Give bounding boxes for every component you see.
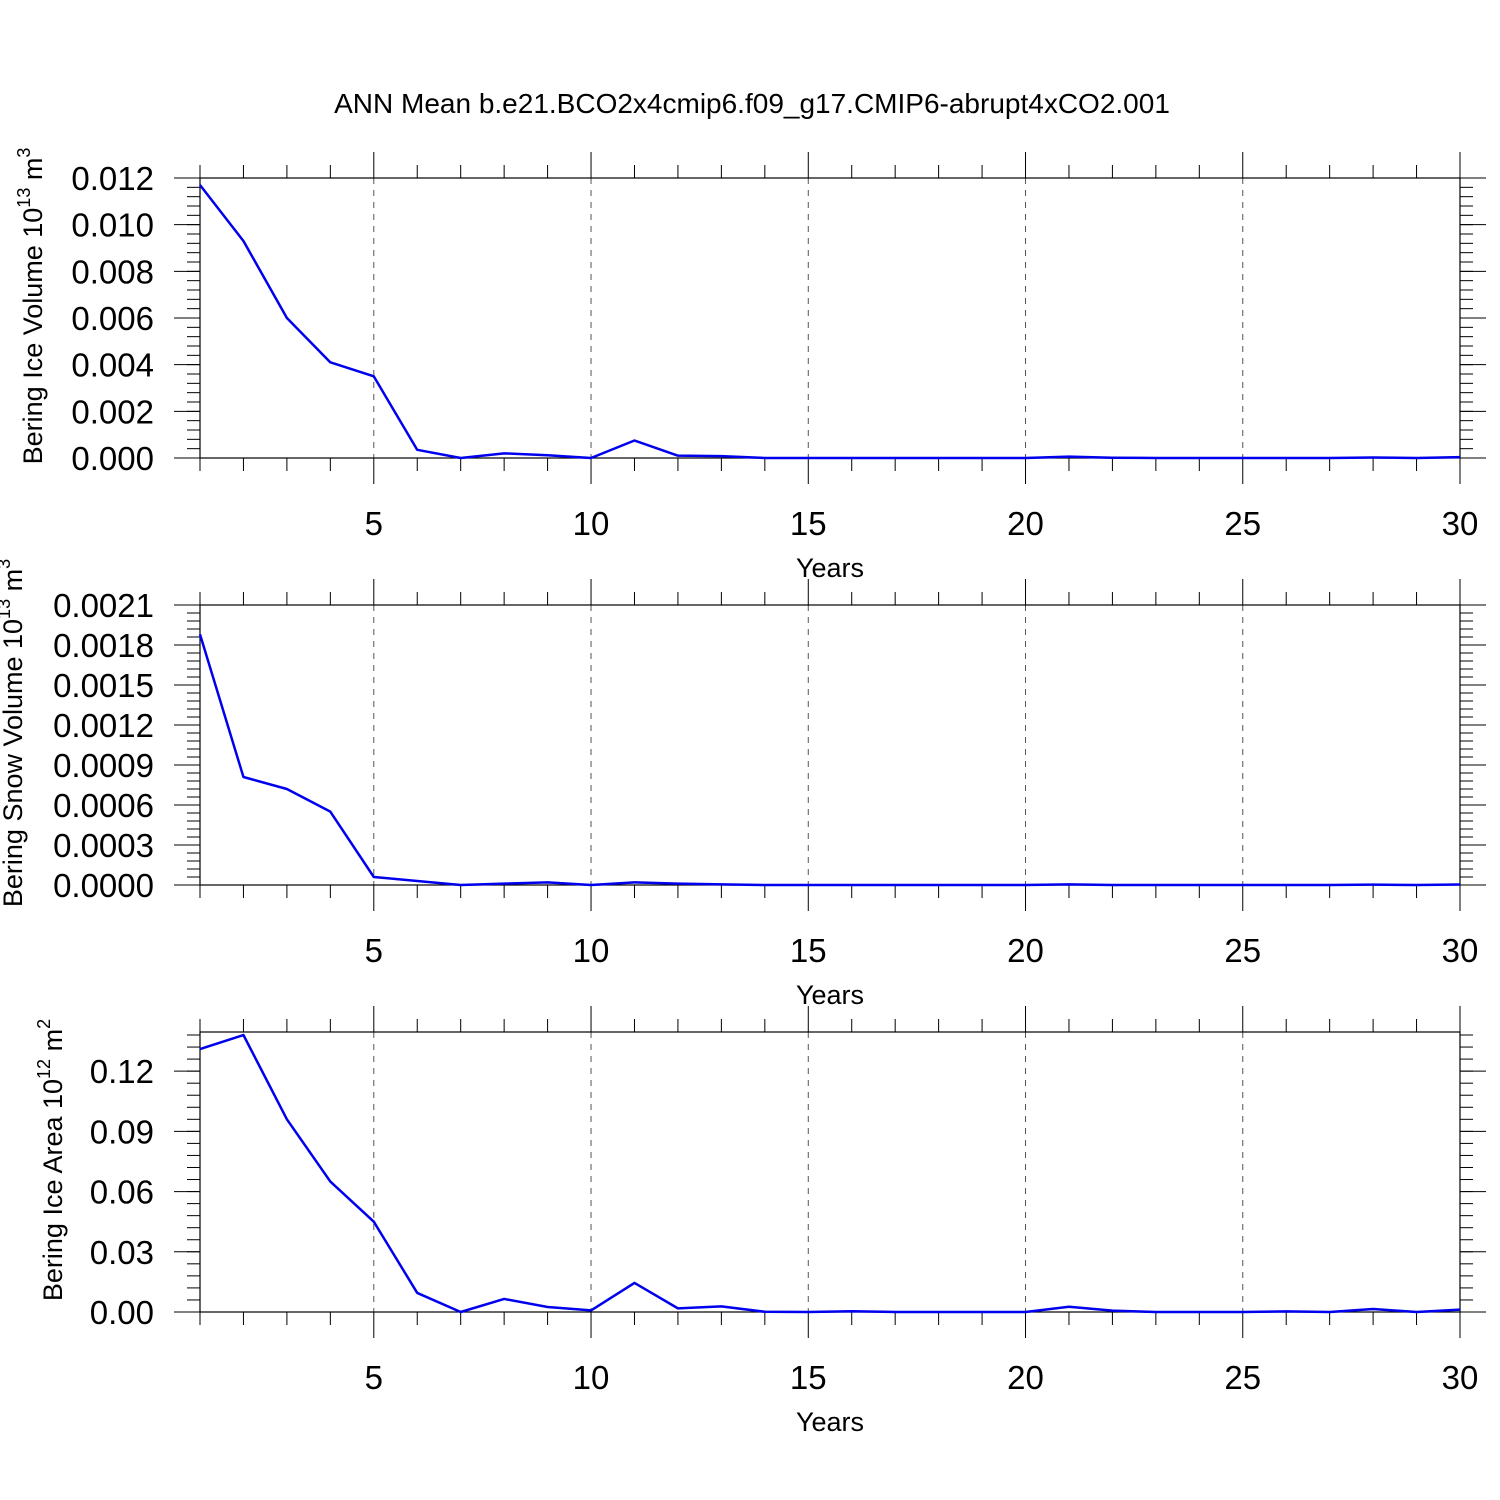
y-axis-label: Bering Ice Area 1012 m2: [34, 1019, 68, 1301]
x-tick-label: 10: [573, 505, 610, 542]
y-tick-label: 0.09: [90, 1113, 154, 1150]
y-tick-label: 0.0012: [53, 707, 154, 744]
y-tick-label: 0.0021: [53, 587, 154, 624]
y-axis-label: Bering Snow Volume 1013 m3: [0, 559, 28, 907]
y-tick-label: 0.006: [71, 300, 154, 337]
x-tick-label: 25: [1224, 932, 1261, 969]
x-tick-label: 30: [1442, 505, 1479, 542]
x-tick-label: 5: [365, 932, 383, 969]
y-tick-label: 0.03: [90, 1234, 154, 1271]
x-tick-label: 15: [790, 1359, 827, 1396]
x-tick-label: 30: [1442, 932, 1479, 969]
x-tick-label: 15: [790, 932, 827, 969]
x-tick-label: 20: [1007, 1359, 1044, 1396]
panels: 5 10 15 20 25 30 0.000 0.002 0.004 0.006 0.008 0.01…: [0, 148, 1486, 1437]
x-tick-label: 5: [365, 505, 383, 542]
series-line: [198, 633, 1461, 887]
y-tick-label: 0.002: [71, 393, 154, 430]
y-tick-label: 0.012: [71, 160, 154, 197]
x-tick-label: 15: [790, 505, 827, 542]
series-line: [199, 184, 1461, 460]
y-axis-label: Bering Ice Volume 1013 m3: [14, 148, 48, 465]
x-tick-label: 25: [1224, 505, 1261, 542]
x-axis-label: Years: [796, 553, 864, 583]
x-tick-label: 5: [365, 1359, 383, 1396]
y-tick-label: 0.000: [71, 440, 154, 477]
y-tick-label: 0.0009: [53, 747, 154, 784]
y-tick-label: 0.008: [71, 253, 154, 290]
y-tick-label: 0.12: [90, 1053, 154, 1090]
x-tick-label: 25: [1224, 1359, 1261, 1396]
x-tick-label: 10: [573, 932, 610, 969]
y-tick-label: 0.004: [71, 347, 154, 384]
panel-3: 5 10 15 20 25 30 0.00 0.03 0.06 0.09 0.12 Years Beri…: [34, 1006, 1486, 1437]
y-tick-label: 0.00: [90, 1294, 154, 1331]
x-axis-label: Years: [796, 1407, 864, 1437]
panel-1: 5 10 15 20 25 30 0.000 0.002 0.004 0.006 0.008 0.01…: [14, 148, 1486, 583]
x-tick-label: 30: [1442, 1359, 1479, 1396]
y-tick-label: 0.0006: [53, 787, 154, 824]
x-axis-label: Years: [796, 980, 864, 1010]
y-tick-label: 0.010: [71, 207, 154, 244]
figure-title: ANN Mean b.e21.BCO2x4cmip6.f09_g17.CMIP6…: [334, 88, 1170, 119]
y-tick-label: 0.0015: [53, 667, 154, 704]
y-tick-label: 0.0000: [53, 867, 154, 904]
series-line: [199, 1033, 1461, 1314]
y-tick-label: 0.0018: [53, 627, 154, 664]
y-tick-label: 0.0003: [53, 827, 154, 864]
y-tick-label: 0.06: [90, 1174, 154, 1211]
x-tick-label: 20: [1007, 505, 1044, 542]
x-tick-label: 20: [1007, 932, 1044, 969]
x-tick-label: 10: [573, 1359, 610, 1396]
panel-2: 5 10 15 20 25 300.00000.00030.00060.00090.001…: [0, 559, 1486, 1010]
